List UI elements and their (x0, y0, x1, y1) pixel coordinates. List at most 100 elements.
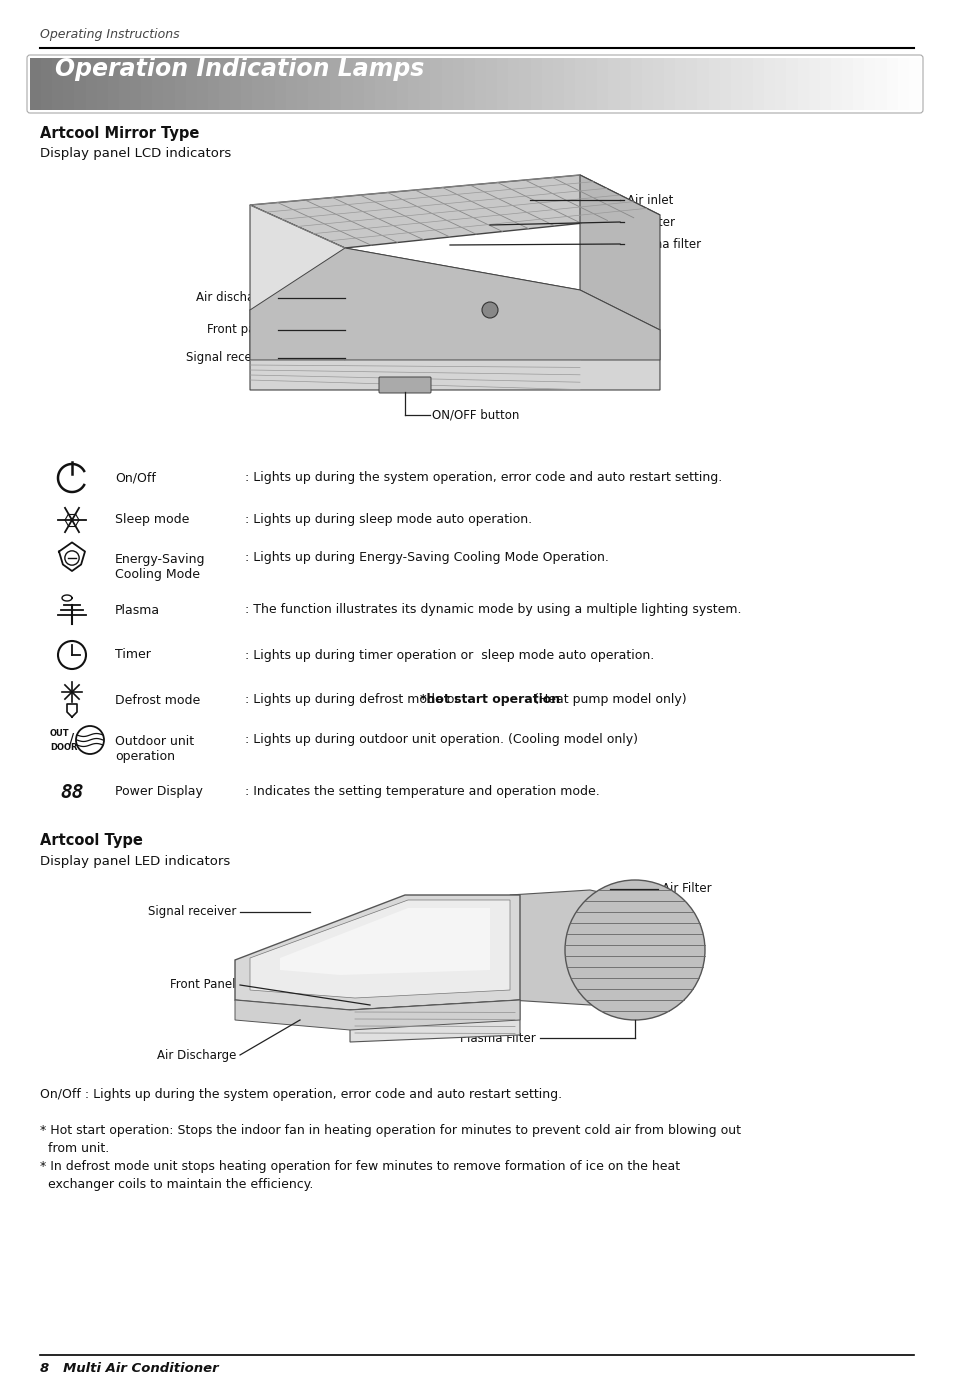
Bar (263, 57, 275, 111)
Bar (253, 57, 264, 111)
Polygon shape (234, 1000, 519, 1030)
Polygon shape (250, 204, 345, 360)
Polygon shape (579, 175, 659, 330)
Bar (863, 57, 876, 111)
Text: from unit.: from unit. (40, 1142, 110, 1155)
Text: : Lights up during Energy-Saving Cooling Mode Operation.: : Lights up during Energy-Saving Cooling… (245, 552, 608, 564)
Bar (241, 57, 253, 111)
Polygon shape (250, 248, 659, 360)
Text: DOOR: DOOR (50, 742, 77, 752)
Text: Artcool Mirror Type: Artcool Mirror Type (40, 126, 199, 141)
Bar (486, 57, 497, 111)
Text: Front Panel: Front Panel (171, 979, 235, 991)
Text: (Heat pump model only): (Heat pump model only) (530, 693, 686, 707)
Bar (186, 57, 197, 111)
Bar (52, 57, 64, 111)
Bar (274, 57, 287, 111)
Bar (453, 57, 464, 111)
Bar (353, 57, 364, 111)
Text: Plasma: Plasma (115, 603, 160, 616)
Bar (597, 57, 609, 111)
Bar (652, 57, 664, 111)
Text: Display panel LCD indicators: Display panel LCD indicators (40, 147, 231, 160)
Polygon shape (510, 890, 679, 1005)
Polygon shape (280, 909, 490, 974)
Bar (530, 57, 542, 111)
Bar (641, 57, 654, 111)
Bar (908, 57, 920, 111)
Bar (119, 57, 131, 111)
Bar (797, 57, 809, 111)
Text: : Lights up during outdoor unit operation. (Cooling model only): : Lights up during outdoor unit operatio… (245, 734, 638, 746)
Bar (685, 57, 698, 111)
Bar (441, 57, 454, 111)
Bar (463, 57, 476, 111)
Bar (196, 57, 209, 111)
Text: Air filter: Air filter (626, 216, 675, 228)
Bar (308, 57, 320, 111)
Text: : Lights up during timer operation or  sleep mode auto operation.: : Lights up during timer operation or sl… (245, 648, 654, 662)
Text: *hot start operation: *hot start operation (419, 693, 559, 707)
Bar (41, 57, 53, 111)
Bar (752, 57, 764, 111)
Bar (208, 57, 220, 111)
Circle shape (481, 302, 497, 318)
Text: * In defrost mode unit stops heating operation for few minutes to remove formati: * In defrost mode unit stops heating ope… (40, 1161, 679, 1173)
Bar (841, 57, 853, 111)
Text: Cooling Mode: Cooling Mode (115, 568, 200, 581)
Bar (675, 57, 687, 111)
Bar (86, 57, 97, 111)
Bar (663, 57, 676, 111)
Bar (630, 57, 642, 111)
Text: : The function illustrates its dynamic mode by using a multiple lighting system.: : The function illustrates its dynamic m… (245, 603, 740, 616)
Bar (163, 57, 175, 111)
Text: Sleep mode: Sleep mode (115, 514, 190, 526)
Text: Defrost mode: Defrost mode (115, 693, 200, 707)
Text: Air inlet: Air inlet (626, 193, 673, 206)
Bar (430, 57, 442, 111)
Bar (553, 57, 564, 111)
Bar (330, 57, 342, 111)
Bar (408, 57, 420, 111)
Bar (697, 57, 709, 111)
Bar (819, 57, 831, 111)
Text: Energy-Saving: Energy-Saving (115, 553, 205, 566)
Text: operation: operation (115, 750, 174, 763)
FancyBboxPatch shape (378, 377, 431, 393)
Circle shape (564, 881, 704, 1021)
Bar (363, 57, 375, 111)
Text: On/Off: On/Off (115, 472, 155, 484)
Bar (608, 57, 620, 111)
Bar (141, 57, 153, 111)
Bar (519, 57, 531, 111)
Text: Plasma Filter: Plasma Filter (459, 1032, 536, 1044)
Bar (586, 57, 598, 111)
Text: Timer: Timer (115, 648, 151, 662)
Bar (341, 57, 354, 111)
Text: Signal receiver: Signal receiver (148, 906, 235, 918)
Bar (419, 57, 431, 111)
Polygon shape (234, 895, 519, 1009)
Bar (475, 57, 487, 111)
Text: ON/OFF button: ON/OFF button (432, 409, 518, 421)
Text: Signal receiver: Signal receiver (186, 351, 274, 364)
Text: Operating Instructions: Operating Instructions (40, 28, 179, 41)
Bar (775, 57, 786, 111)
Text: Power Display: Power Display (115, 785, 203, 798)
Bar (497, 57, 509, 111)
Bar (763, 57, 776, 111)
Text: * Hot start operation: Stops the indoor fan in heating operation for minutes to : * Hot start operation: Stops the indoor … (40, 1124, 740, 1137)
Bar (130, 57, 142, 111)
Text: Outdoor unit: Outdoor unit (115, 735, 193, 748)
Bar (885, 57, 898, 111)
Bar (897, 57, 909, 111)
Bar (319, 57, 331, 111)
Bar (830, 57, 842, 111)
Bar (730, 57, 742, 111)
Text: Display panel LED indicators: Display panel LED indicators (40, 855, 230, 868)
Text: : Lights up during sleep mode auto operation.: : Lights up during sleep mode auto opera… (245, 514, 532, 526)
Bar (286, 57, 297, 111)
Bar (541, 57, 554, 111)
Bar (708, 57, 720, 111)
Text: 8   Multi Air Conditioner: 8 Multi Air Conditioner (40, 1362, 218, 1375)
